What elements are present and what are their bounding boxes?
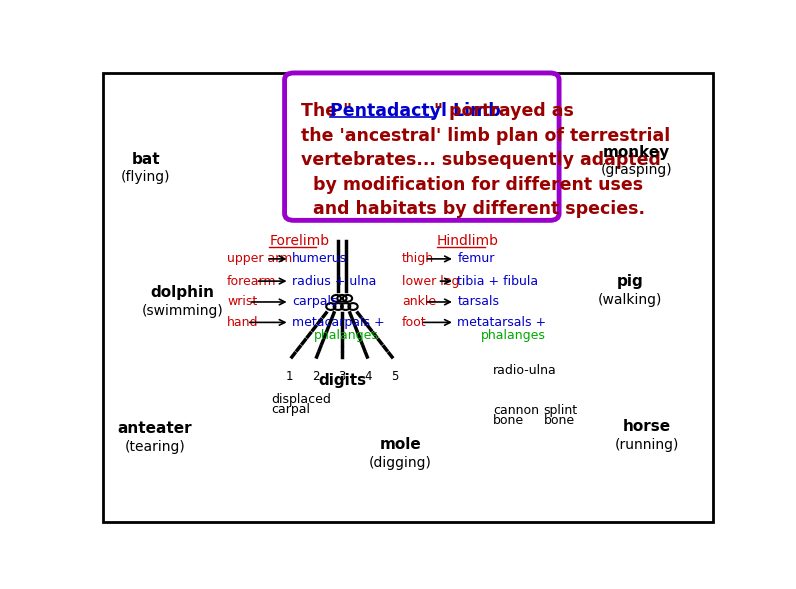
- Text: splint: splint: [544, 404, 578, 418]
- Text: thigh: thigh: [402, 253, 434, 266]
- Text: bat: bat: [131, 151, 160, 167]
- Text: (flying): (flying): [121, 170, 170, 184]
- Text: (grasping): (grasping): [600, 164, 672, 177]
- Text: foot: foot: [402, 316, 427, 329]
- Text: Hindlimb: Hindlimb: [437, 234, 499, 248]
- Text: anteater: anteater: [118, 422, 193, 436]
- Text: wrist: wrist: [227, 296, 257, 309]
- Text: digits: digits: [318, 373, 366, 388]
- Text: monkey: monkey: [603, 145, 669, 160]
- Text: " portrayed as: " portrayed as: [434, 102, 574, 120]
- Text: 2: 2: [312, 370, 319, 383]
- Text: (digging): (digging): [369, 456, 432, 470]
- Text: bone: bone: [493, 414, 525, 427]
- FancyBboxPatch shape: [285, 73, 559, 220]
- Text: 4: 4: [365, 370, 373, 383]
- Text: displaced: displaced: [271, 393, 331, 406]
- Text: phalanges: phalanges: [481, 329, 545, 342]
- Text: 5: 5: [391, 370, 398, 383]
- Text: horse: horse: [623, 419, 671, 434]
- Text: metatarsals +: metatarsals +: [457, 316, 546, 329]
- Text: 3: 3: [338, 370, 345, 383]
- Text: hand: hand: [227, 316, 259, 329]
- Text: dolphin: dolphin: [150, 286, 215, 300]
- Text: phalanges: phalanges: [314, 329, 379, 342]
- Text: The ": The ": [301, 102, 353, 120]
- Text: bone: bone: [544, 414, 575, 427]
- Text: tarsals: tarsals: [457, 296, 499, 309]
- Text: mole: mole: [380, 438, 421, 452]
- Text: carpals: carpals: [292, 296, 338, 309]
- Text: forearm: forearm: [227, 274, 277, 287]
- Text: Pentadactyl Limb: Pentadactyl Limb: [330, 102, 501, 120]
- Text: ankle: ankle: [402, 296, 436, 309]
- Text: and habitats by different species.: and habitats by different species.: [301, 200, 646, 219]
- Text: 1: 1: [286, 370, 293, 383]
- Text: humerus: humerus: [292, 253, 347, 266]
- Text: radius + ulna: radius + ulna: [292, 274, 377, 287]
- Text: (running): (running): [615, 438, 680, 452]
- Text: tibia + fibula: tibia + fibula: [457, 274, 538, 287]
- Text: (swimming): (swimming): [142, 304, 224, 318]
- Text: cannon: cannon: [493, 404, 539, 418]
- Text: metacarpals +: metacarpals +: [292, 316, 384, 329]
- Text: (walking): (walking): [598, 293, 662, 307]
- Text: carpal: carpal: [271, 403, 310, 416]
- Text: Forelimb: Forelimb: [269, 234, 330, 248]
- Text: femur: femur: [457, 253, 494, 266]
- Text: vertebrates... subsequently adapted: vertebrates... subsequently adapted: [301, 151, 661, 170]
- Text: upper arm: upper arm: [227, 253, 292, 266]
- Text: pig: pig: [617, 274, 643, 289]
- Text: the 'ancestral' limb plan of terrestrial: the 'ancestral' limb plan of terrestrial: [301, 127, 670, 145]
- Text: (tearing): (tearing): [125, 440, 185, 454]
- Text: lower leg: lower leg: [402, 274, 459, 287]
- Text: by modification for different uses: by modification for different uses: [301, 176, 643, 194]
- Text: radio-ulna: radio-ulna: [493, 363, 557, 376]
